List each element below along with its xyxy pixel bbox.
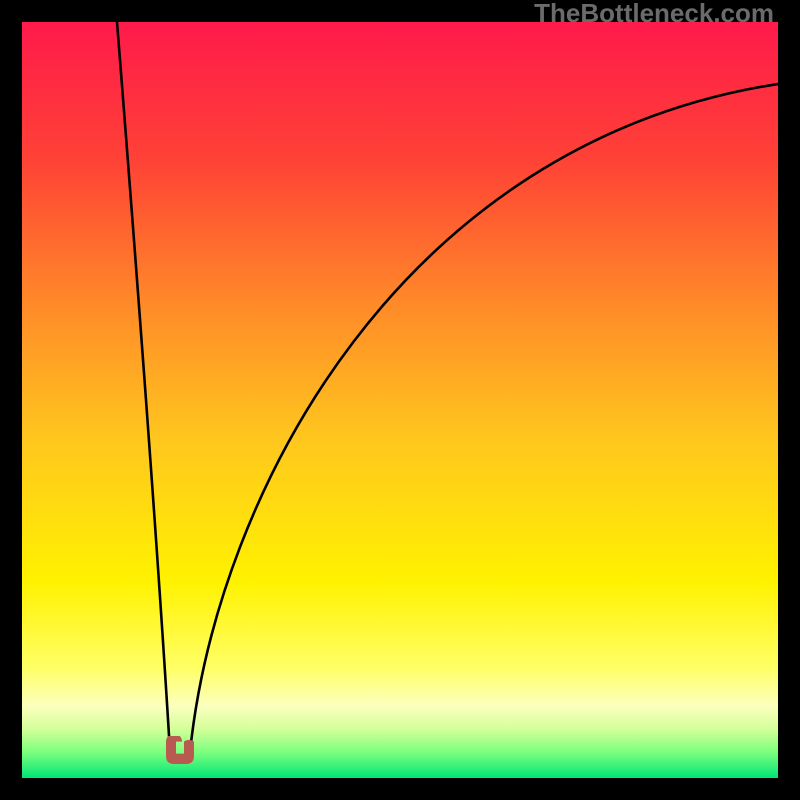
- watermark-text: TheBottleneck.com: [534, 0, 774, 29]
- chart-frame: TheBottleneck.com: [0, 0, 800, 800]
- bottleneck-curve: [22, 22, 778, 778]
- minimum-marker-icon: [162, 736, 198, 768]
- plot-area: [22, 22, 778, 778]
